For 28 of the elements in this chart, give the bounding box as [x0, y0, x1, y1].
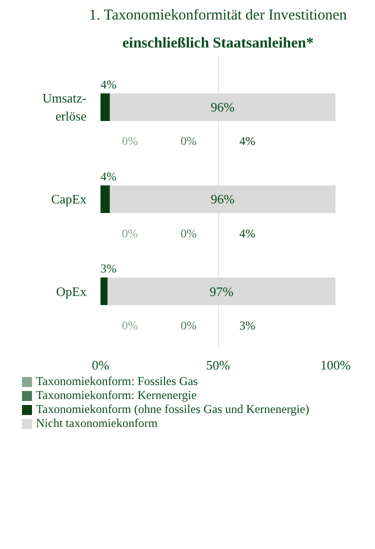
annotation: 0% — [180, 318, 197, 332]
annotation: 0% — [180, 226, 197, 240]
x-tick-label: 0% — [92, 358, 110, 372]
bar — [100, 185, 110, 214]
legend-label: Taxonomiekonform (ohne fossiles Gas und Kernenergie) — [36, 402, 310, 418]
annotation: 0% — [122, 318, 138, 332]
x-tick-label: 100% — [320, 358, 351, 372]
y-tick-label: CapEx — [51, 192, 87, 207]
bar — [100, 93, 110, 121]
annotation: 4% — [239, 226, 256, 240]
data-label: 97% — [210, 284, 234, 299]
annotation: 3% — [239, 318, 256, 332]
y-tick-label: OpEx — [56, 284, 87, 299]
data-label: 4% — [100, 170, 116, 184]
chart-title: 1. Taxonomiekonformität der Investitionen — [88, 8, 348, 24]
x-tick-label: 50% — [206, 358, 230, 372]
annotation: 0% — [122, 134, 138, 148]
chart-subtitle: einschließlich Staatsanleihen* — [122, 36, 314, 52]
y-tick-label: Umsatz- erlöse — [42, 90, 87, 124]
data-label: 3% — [100, 262, 116, 276]
annotation: 0% — [122, 226, 138, 240]
annotation: 0% — [180, 134, 197, 148]
bar — [100, 277, 108, 306]
annotation: 4% — [239, 134, 256, 148]
data-label: 4% — [100, 77, 116, 92]
data-label: 96% — [210, 100, 235, 115]
data-label: 96% — [210, 192, 235, 207]
legend-label: Nicht taxonomiekonform — [36, 416, 158, 432]
